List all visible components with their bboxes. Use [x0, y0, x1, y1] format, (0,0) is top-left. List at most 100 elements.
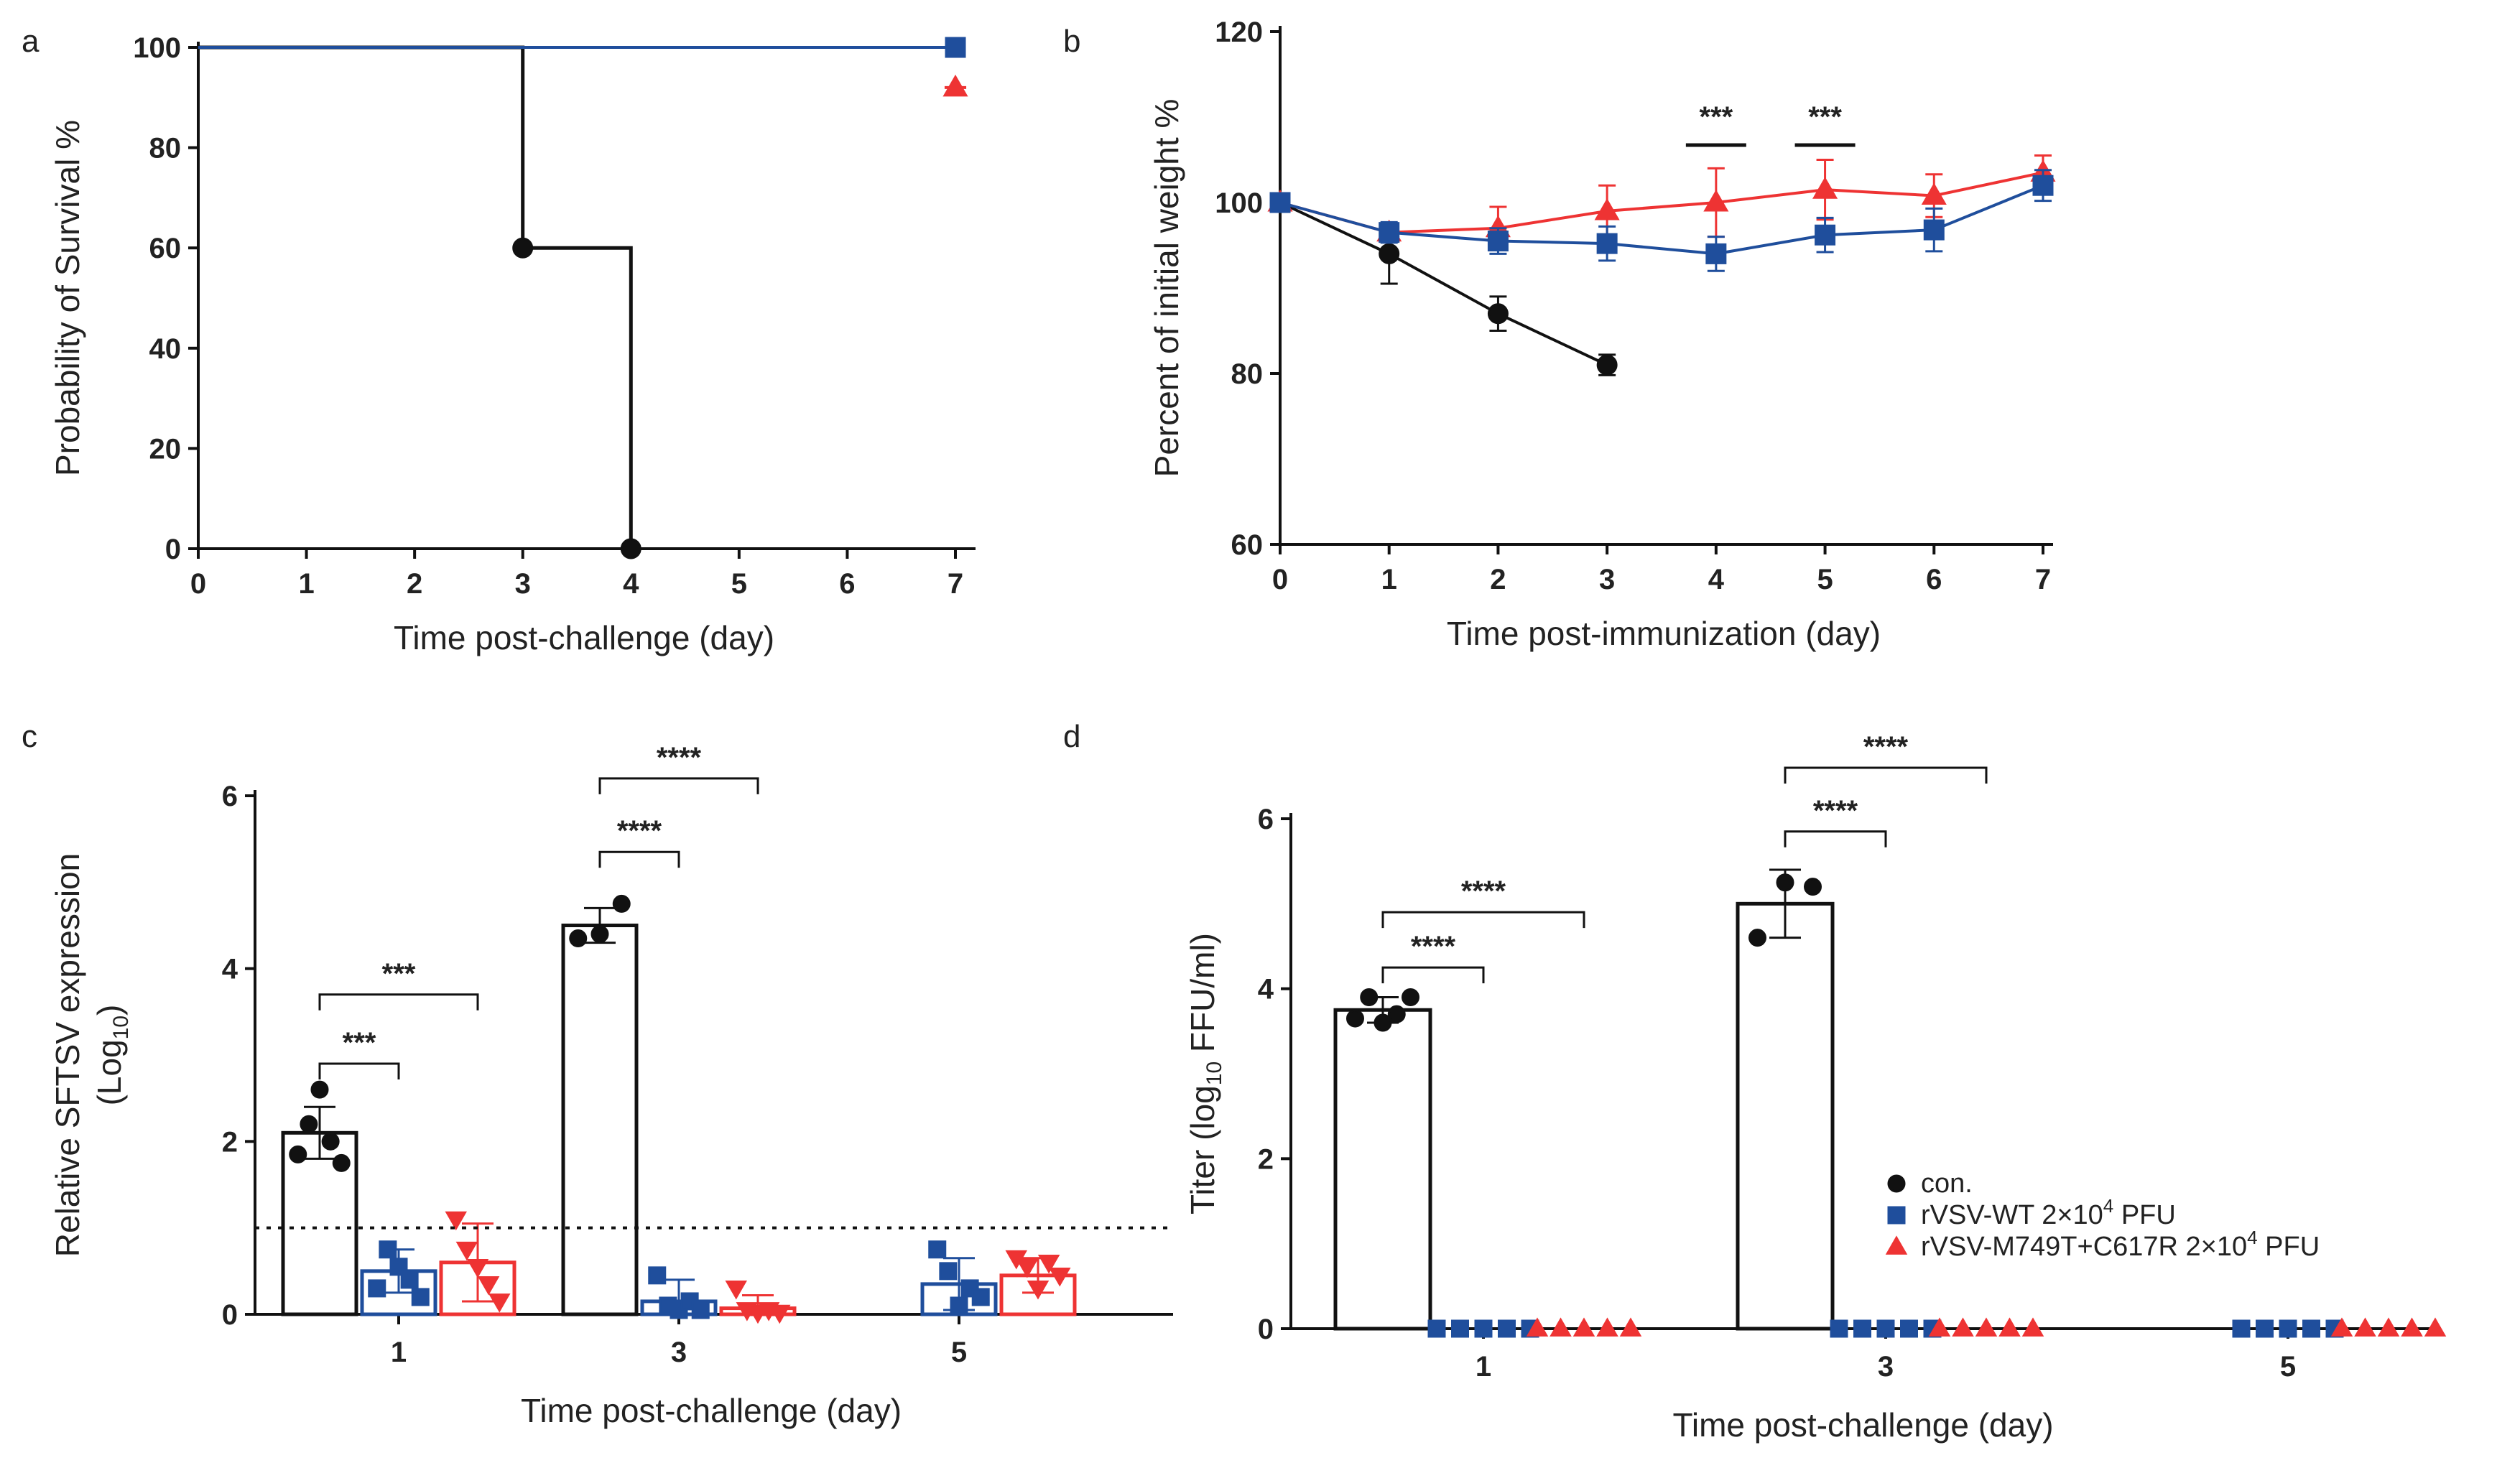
data-point-mut	[1975, 1317, 1998, 1337]
y-tick-label: 80	[1231, 358, 1264, 390]
data-point-wt	[950, 1296, 968, 1315]
data-point-mut	[466, 1258, 489, 1278]
data-point-wt	[1269, 192, 1291, 213]
data-point-mut	[488, 1293, 511, 1313]
legend-marker-mut	[1885, 1235, 1908, 1255]
data-point-wt	[1474, 1319, 1493, 1338]
x-tick-label: 5	[731, 568, 747, 600]
x-tick-label: 6	[839, 568, 855, 600]
y-tick-label: 6	[222, 781, 238, 812]
panel-letter: c	[22, 719, 37, 754]
x-axis-title: Time post-challenge (day)	[521, 1392, 902, 1429]
y-tick-label: 100	[1215, 187, 1263, 219]
x-axis-title: Time post-challenge (day)	[394, 619, 774, 656]
significance-bracket	[318, 1062, 400, 1080]
data-point-wt	[1830, 1319, 1848, 1338]
data-point-wt	[691, 1301, 710, 1319]
data-point-con	[1402, 988, 1419, 1006]
y-tick-label: 0	[222, 1299, 238, 1331]
data-point-wt	[1487, 231, 1509, 252]
data-point-mut	[942, 74, 968, 97]
data-point-wt	[1498, 1319, 1516, 1338]
data-point-wt	[2232, 1319, 2251, 1338]
data-point-mut	[2354, 1317, 2376, 1337]
x-axis-title: Time post-challenge (day)	[1672, 1406, 2053, 1444]
data-point-con	[1487, 303, 1509, 325]
data-point-con	[1360, 988, 1379, 1006]
y-axis-unit-text: (Log	[91, 1039, 128, 1105]
data-point-con	[1346, 1009, 1364, 1028]
data-point-con	[612, 894, 631, 913]
data-point-wt	[368, 1279, 386, 1298]
y-axis-title-unit: (Log10)	[91, 1005, 133, 1106]
x-tick-label: 2	[1490, 564, 1506, 595]
data-point-mut	[1594, 198, 1620, 220]
y-axis-title: Probability of Survival %	[49, 120, 86, 476]
legend-label: rVSV-M749T+C617R 2×104 PFU	[1921, 1227, 2320, 1262]
legend-label: con.	[1921, 1169, 1973, 1199]
data-point-mut	[2330, 1317, 2353, 1337]
x-tick-label: 3	[515, 568, 531, 600]
x-tick-label: 1	[1381, 564, 1397, 595]
data-point-con	[1387, 1005, 1406, 1023]
data-point-mut	[1596, 1317, 1618, 1337]
data-point-mut	[769, 1304, 791, 1324]
data-point-mut	[2021, 1317, 2044, 1337]
data-point-con	[289, 1145, 307, 1163]
data-point-con	[1776, 873, 1794, 892]
x-tick-label: 0	[190, 568, 206, 600]
data-point-mut	[1049, 1268, 1071, 1287]
legend-label-text: rVSV-WT 2×10	[1921, 1200, 2103, 1230]
data-point-mut	[477, 1276, 500, 1296]
legend-marker-wt	[1887, 1206, 1906, 1225]
legend-label-text: rVSV-M749T+C617R 2×10	[1921, 1232, 2247, 1262]
data-point-con	[321, 1132, 340, 1151]
data-point-con	[512, 237, 534, 259]
data-point-wt	[648, 1266, 667, 1285]
data-point-mut	[1952, 1317, 1974, 1337]
significance-bracket	[1784, 766, 1988, 784]
data-point-mut	[725, 1281, 747, 1300]
significance-label: ****	[1813, 795, 1858, 827]
x-tick-label: 6	[1926, 564, 1942, 595]
legend-label-suffix: PFU	[2113, 1200, 2176, 1230]
legend-label-sup: 4	[2103, 1195, 2113, 1217]
x-tick-label: 2	[407, 568, 422, 600]
y-tick-label: 4	[222, 954, 238, 985]
x-tick-label: 5	[1817, 564, 1833, 595]
significance-bracket	[1381, 911, 1585, 929]
data-point-mut	[445, 1211, 467, 1231]
x-tick-label: 4	[1708, 564, 1725, 595]
y-tick-label: 6	[1258, 804, 1274, 835]
data-point-con	[1596, 354, 1618, 376]
x-tick-label: 3	[1599, 564, 1615, 595]
series-line-con	[198, 45, 633, 549]
data-point-mut	[1037, 1254, 1060, 1274]
data-point-wt	[1815, 224, 1836, 246]
legend-label-suffix: PFU	[2258, 1232, 2320, 1262]
data-point-con	[332, 1153, 351, 1172]
panel-letter: b	[1063, 24, 1080, 59]
data-point-wt	[1876, 1319, 1895, 1338]
y-tick-label: 2	[1258, 1143, 1274, 1175]
significance-bracket	[318, 993, 479, 1011]
data-point-wt	[1923, 219, 1945, 241]
y-tick-label: 0	[165, 534, 181, 565]
data-point-wt	[389, 1258, 408, 1276]
data-point-wt	[400, 1270, 419, 1289]
series-line-mut	[1279, 171, 2044, 234]
significance-label: ***	[1808, 101, 1842, 133]
data-point-mut	[2401, 1317, 2423, 1337]
significance-label: ***	[382, 958, 416, 990]
y-tick-label: 40	[149, 333, 182, 365]
y-axis-unit-close: )	[91, 1005, 128, 1016]
x-tick-label: 7	[2035, 564, 2051, 595]
significance-label: ****	[1411, 931, 1456, 962]
significance-bracket	[598, 850, 680, 868]
data-point-mut	[455, 1241, 478, 1261]
data-point-wt	[1596, 233, 1618, 254]
y-axis-title-sub: 10	[1203, 1061, 1226, 1085]
x-tick-label: 1	[298, 568, 314, 600]
